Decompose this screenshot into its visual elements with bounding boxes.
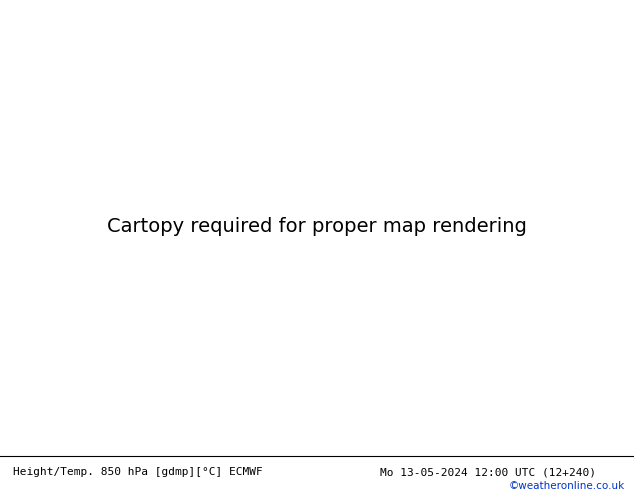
Text: Height/Temp. 850 hPa [gdmp][°C] ECMWF: Height/Temp. 850 hPa [gdmp][°C] ECMWF xyxy=(13,467,262,477)
Text: ©weatheronline.co.uk: ©weatheronline.co.uk xyxy=(508,481,624,490)
Text: Mo 13-05-2024 12:00 UTC (12+240): Mo 13-05-2024 12:00 UTC (12+240) xyxy=(380,467,597,477)
Text: Cartopy required for proper map rendering: Cartopy required for proper map renderin… xyxy=(107,217,527,236)
